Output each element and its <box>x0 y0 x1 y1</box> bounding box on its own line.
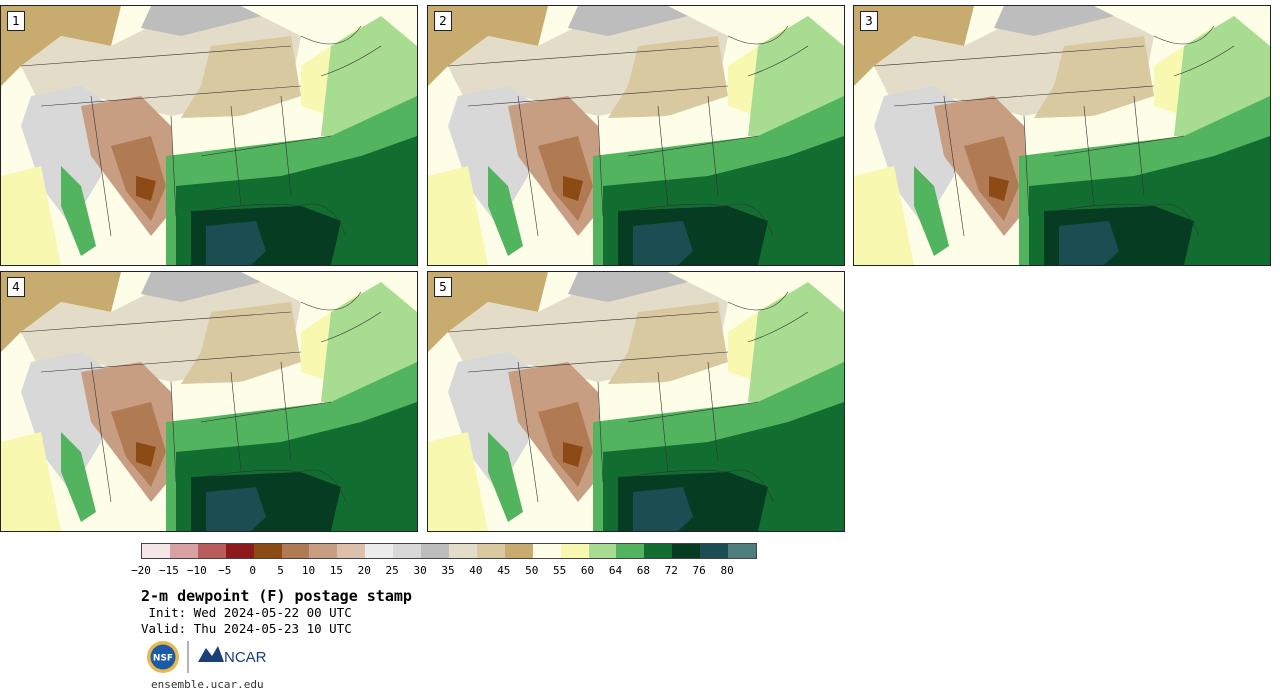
colorbar-tick-label: −5 <box>218 564 232 577</box>
colorbar-tick-label: −20 <box>131 564 151 577</box>
colorbar-tick-label: −10 <box>186 564 207 577</box>
colorbar-swatch <box>309 544 338 558</box>
colorbar-tick-label: 80 <box>720 564 734 577</box>
colorbar-swatch <box>504 544 533 558</box>
colorbar-tick-label: −15 <box>158 564 179 577</box>
dewpoint-map-4 <box>1 272 417 531</box>
init-time: Init: Wed 2024-05-22 00 UTC <box>141 605 352 620</box>
panel-label-2: 2 <box>434 11 452 31</box>
panel-label-3: 3 <box>860 11 878 31</box>
colorbar-swatch <box>197 544 226 558</box>
colorbar-swatch <box>532 544 561 558</box>
chart-title: 2-m dewpoint (F) postage stamp <box>141 587 412 605</box>
colorbar-tick-label: 20 <box>357 564 371 577</box>
colorbar-tick-label: 64 <box>608 564 623 577</box>
dewpoint-map-5 <box>428 272 844 531</box>
colorbar-tick-label: 30 <box>413 564 427 577</box>
svg-text:NSF: NSF <box>153 654 173 664</box>
panel-label-5: 5 <box>434 277 452 297</box>
map-panel-5: 5 <box>427 271 845 532</box>
colorbar-tick-label: 55 <box>553 564 567 577</box>
dewpoint-map-1 <box>1 6 417 265</box>
colorbar-swatch <box>588 544 617 558</box>
colorbar-tick-label: 68 <box>636 564 650 577</box>
dewpoint-colorbar <box>141 543 757 559</box>
colorbar-swatch <box>169 544 198 558</box>
colorbar-swatch <box>728 544 756 558</box>
colorbar-swatch <box>281 544 310 558</box>
colorbar-tick-label: 60 <box>580 564 595 577</box>
logos: NSF NCAR <box>147 641 267 673</box>
colorbar-swatch <box>337 544 366 558</box>
colorbar-swatch <box>142 544 170 558</box>
map-panel-3: 3 <box>853 5 1271 266</box>
colorbar-swatch <box>644 544 673 558</box>
colorbar-swatch <box>365 544 394 558</box>
colorbar-tick-label: 50 <box>525 564 539 577</box>
colorbar-tick-label: 45 <box>497 564 511 577</box>
svg-text:NCAR: NCAR <box>224 649 267 666</box>
panel-label-4: 4 <box>7 277 25 297</box>
colorbar-swatch <box>393 544 422 558</box>
colorbar-tick-label: 10 <box>301 564 316 577</box>
colorbar-tick-label: 72 <box>664 564 678 577</box>
panel-label-1: 1 <box>7 11 25 31</box>
colorbar-swatch <box>448 544 477 558</box>
colorbar-swatch <box>560 544 589 558</box>
colorbar-tick-label: 40 <box>469 564 483 577</box>
map-panel-4: 4 <box>0 271 418 532</box>
site-url: ensemble.ucar.edu <box>151 678 264 691</box>
ncar-logo-icon: NCAR <box>198 646 267 666</box>
colorbar-tick-label: 35 <box>441 564 455 577</box>
valid-time: Valid: Thu 2024-05-23 10 UTC <box>141 621 352 636</box>
colorbar-swatch <box>225 544 254 558</box>
map-panel-1: 1 <box>0 5 418 266</box>
colorbar-tick-label: 76 <box>692 564 706 577</box>
colorbar-tick-label: 5 <box>277 564 284 577</box>
colorbar-swatch <box>672 544 701 558</box>
colorbar-swatch <box>253 544 282 558</box>
colorbar-swatch <box>700 544 729 558</box>
colorbar-swatch <box>476 544 505 558</box>
colorbar-swatch <box>421 544 449 558</box>
dewpoint-map-2 <box>428 6 844 265</box>
map-panel-2: 2 <box>427 5 845 266</box>
colorbar-tick-label: 0 <box>249 564 256 577</box>
colorbar-tick-label: 15 <box>329 564 343 577</box>
nsf-logo-icon: NSF <box>147 641 179 673</box>
colorbar-swatch <box>616 544 645 558</box>
dewpoint-map-3 <box>854 6 1270 265</box>
colorbar-tick-label: 25 <box>385 564 399 577</box>
